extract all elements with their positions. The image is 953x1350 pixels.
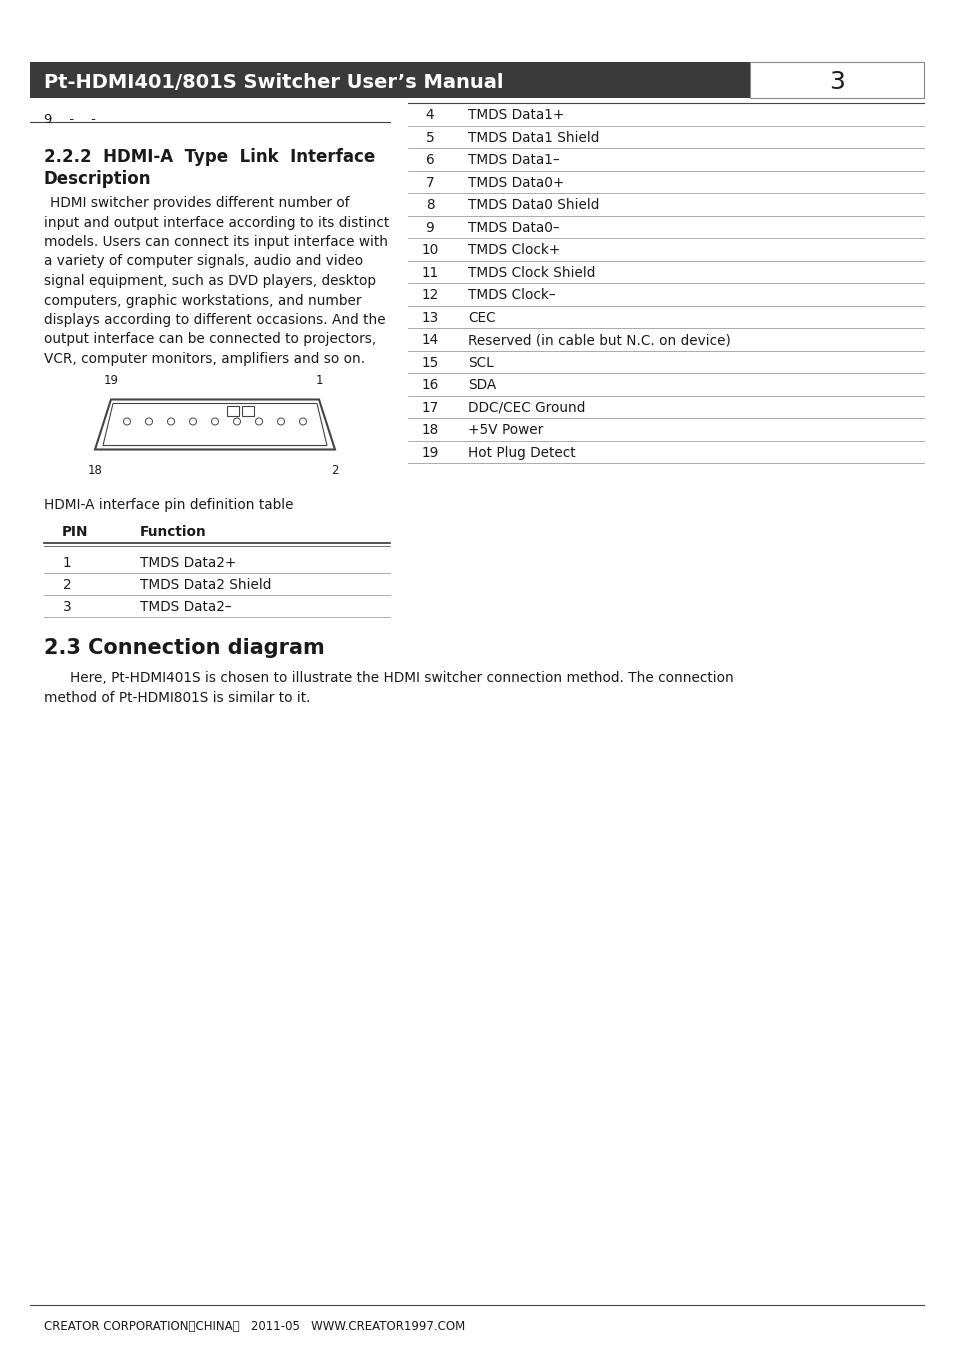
- Text: method of Pt-HDMI801S is similar to it.: method of Pt-HDMI801S is similar to it.: [44, 690, 310, 705]
- Text: 13: 13: [421, 310, 438, 325]
- Text: 17: 17: [421, 401, 438, 414]
- Text: SCL: SCL: [468, 356, 494, 370]
- Text: VCR, computer monitors, amplifiers and so on.: VCR, computer monitors, amplifiers and s…: [44, 352, 365, 366]
- Text: TMDS Clock+: TMDS Clock+: [468, 243, 559, 258]
- Text: TMDS Data0+: TMDS Data0+: [468, 176, 564, 190]
- Text: 2.2.2  HDMI-A  Type  Link  Interface: 2.2.2 HDMI-A Type Link Interface: [44, 148, 375, 166]
- Text: 2: 2: [331, 463, 338, 477]
- Text: displays according to different occasions. And the: displays according to different occasion…: [44, 313, 385, 327]
- Text: 1: 1: [63, 556, 71, 570]
- Text: Here, Pt-HDMI401S is chosen to illustrate the HDMI switcher connection method. T: Here, Pt-HDMI401S is chosen to illustrat…: [70, 671, 733, 684]
- Text: 1: 1: [314, 374, 322, 387]
- Text: 12: 12: [421, 289, 438, 302]
- Text: PIN: PIN: [62, 525, 89, 539]
- Text: TMDS Data0–: TMDS Data0–: [468, 221, 559, 235]
- Text: 15: 15: [421, 356, 438, 370]
- Text: 6: 6: [425, 154, 434, 167]
- Text: models. Users can connect its input interface with: models. Users can connect its input inte…: [44, 235, 388, 248]
- Text: a variety of computer signals, audio and video: a variety of computer signals, audio and…: [44, 255, 363, 269]
- Text: +5V Power: +5V Power: [468, 424, 542, 437]
- Text: 2: 2: [63, 578, 71, 591]
- Text: input and output interface according to its distinct: input and output interface according to …: [44, 216, 389, 230]
- Text: HDMI-A interface pin definition table: HDMI-A interface pin definition table: [44, 498, 294, 513]
- Text: SDA: SDA: [468, 378, 496, 393]
- Text: TMDS Data1+: TMDS Data1+: [468, 108, 564, 123]
- Text: HDMI switcher provides different number of: HDMI switcher provides different number …: [50, 196, 349, 211]
- Text: 11: 11: [421, 266, 438, 279]
- Polygon shape: [30, 62, 749, 99]
- Text: TMDS Data1 Shield: TMDS Data1 Shield: [468, 131, 598, 144]
- Text: 16: 16: [421, 378, 438, 393]
- Text: Function: Function: [140, 525, 207, 539]
- Text: 4: 4: [425, 108, 434, 123]
- Text: CREATOR CORPORATION（CHINA）   2011-05   WWW.CREATOR1997.COM: CREATOR CORPORATION（CHINA） 2011-05 WWW.C…: [44, 1320, 465, 1332]
- Text: 19: 19: [103, 374, 118, 387]
- Text: TMDS Clock–: TMDS Clock–: [468, 289, 555, 302]
- Text: 9: 9: [425, 221, 434, 235]
- Text: 3: 3: [828, 70, 844, 95]
- Text: TMDS Data2+: TMDS Data2+: [140, 556, 236, 570]
- Text: 5: 5: [425, 131, 434, 144]
- Text: 18: 18: [421, 424, 438, 437]
- Text: 7: 7: [425, 176, 434, 190]
- Text: TMDS Data0 Shield: TMDS Data0 Shield: [468, 198, 598, 212]
- Text: 8: 8: [425, 198, 434, 212]
- Text: 18: 18: [88, 463, 102, 477]
- Text: Pt-HDMI401/801S Switcher User’s Manual: Pt-HDMI401/801S Switcher User’s Manual: [44, 73, 503, 92]
- Text: TMDS Data1–: TMDS Data1–: [468, 154, 559, 167]
- Text: TMDS Data2–: TMDS Data2–: [140, 599, 232, 614]
- Text: 9    -    -: 9 - -: [44, 113, 95, 126]
- Text: 10: 10: [421, 243, 438, 258]
- Text: Hot Plug Detect: Hot Plug Detect: [468, 446, 575, 460]
- Text: Description: Description: [44, 170, 152, 188]
- Text: TMDS Data2 Shield: TMDS Data2 Shield: [140, 578, 271, 591]
- Text: CEC: CEC: [468, 310, 496, 325]
- Text: signal equipment, such as DVD players, desktop: signal equipment, such as DVD players, d…: [44, 274, 375, 288]
- Text: DDC/CEC Ground: DDC/CEC Ground: [468, 401, 585, 414]
- Text: Reserved (in cable but N.C. on device): Reserved (in cable but N.C. on device): [468, 333, 730, 347]
- Polygon shape: [749, 62, 923, 99]
- Text: TMDS Clock Shield: TMDS Clock Shield: [468, 266, 595, 279]
- Text: computers, graphic workstations, and number: computers, graphic workstations, and num…: [44, 293, 361, 308]
- Text: 14: 14: [421, 333, 438, 347]
- Text: output interface can be connected to projectors,: output interface can be connected to pro…: [44, 332, 375, 347]
- Text: 19: 19: [421, 446, 438, 460]
- Text: 3: 3: [63, 599, 71, 614]
- Text: 2.3 Connection diagram: 2.3 Connection diagram: [44, 639, 324, 659]
